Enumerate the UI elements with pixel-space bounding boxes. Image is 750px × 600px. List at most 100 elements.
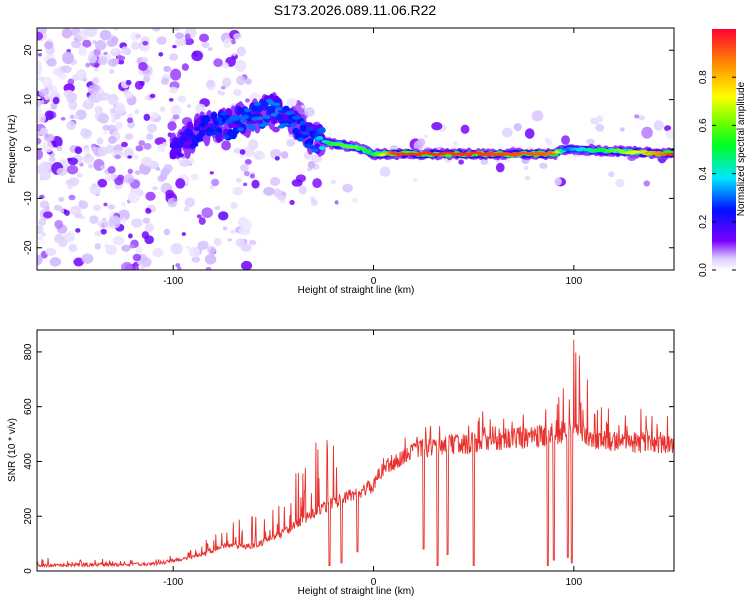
noise-blob — [100, 228, 107, 235]
noise-blob — [78, 200, 85, 207]
noise-blob — [330, 179, 337, 185]
noise-blob — [168, 97, 174, 102]
noise-blob — [206, 79, 215, 88]
noise-blob — [121, 261, 133, 270]
noise-blob — [170, 68, 182, 81]
spectrogram-y-tick-label: 10 — [23, 94, 34, 106]
spectrogram-y-label: Frequency (Hz) — [7, 115, 18, 184]
noise-blob — [127, 155, 132, 159]
noise-blob — [146, 133, 154, 140]
ridge-blob — [198, 129, 206, 137]
chart-title: S173.2026.089.11.06.R22 — [274, 2, 437, 18]
noise-blob — [68, 100, 78, 111]
noise-blob — [596, 115, 604, 123]
snr-y-tick-label: 200 — [23, 507, 34, 524]
noise-blob — [544, 137, 550, 143]
noise-blob — [74, 115, 79, 120]
noise-blob — [107, 124, 117, 132]
noise-blob — [39, 194, 45, 199]
noise-blob — [108, 217, 121, 229]
noise-blob — [310, 198, 318, 206]
spectrogram-x-tick-label: 0 — [371, 276, 377, 287]
noise-blob — [269, 176, 281, 187]
noise-blob — [245, 98, 250, 103]
noise-blob — [94, 40, 107, 51]
noise-blob — [98, 92, 111, 101]
noise-blob — [103, 221, 109, 227]
noise-blob — [45, 248, 51, 252]
noise-blob — [175, 263, 181, 268]
noise-blob — [211, 178, 220, 187]
noise-blob — [201, 41, 210, 49]
noise-blob — [243, 219, 253, 230]
noise-blob — [142, 75, 151, 83]
ridge-blob — [210, 125, 218, 130]
noise-blob — [209, 171, 214, 175]
noise-blob — [127, 177, 134, 184]
noise-blob — [41, 232, 46, 237]
noise-blob — [143, 96, 149, 100]
noise-blob — [274, 156, 280, 161]
noise-blob — [172, 114, 180, 120]
noise-blob — [37, 31, 44, 41]
ridge-blob — [203, 118, 211, 123]
snr-x-tick-label: 0 — [371, 577, 377, 588]
noise-blob — [61, 28, 73, 39]
noise-blob — [96, 137, 104, 145]
noise-blob — [201, 207, 213, 219]
ridge-blob — [318, 126, 326, 134]
noise-blob — [106, 38, 118, 48]
ridge-blob — [294, 115, 302, 120]
ridge-blob — [306, 138, 314, 145]
noise-blob — [138, 61, 148, 71]
ridge-blob — [474, 151, 482, 154]
noise-blob — [62, 51, 74, 65]
noise-blob — [138, 140, 146, 146]
noise-blob — [181, 232, 186, 237]
ridge-blob — [234, 115, 242, 120]
ridge-blob — [616, 149, 624, 152]
noise-blob — [145, 207, 151, 212]
noise-blob — [641, 126, 653, 139]
noise-blob — [289, 199, 295, 206]
noise-blob — [190, 173, 199, 181]
noise-blob — [480, 158, 489, 165]
colorbar-label: Normalized spectral amplitude — [736, 81, 747, 216]
ridge-blob — [239, 118, 247, 123]
noise-blob — [81, 253, 94, 264]
ridge-blob — [215, 117, 223, 122]
ridge-blob — [289, 122, 297, 127]
noise-blob — [241, 260, 253, 270]
ridge-blob — [172, 137, 180, 142]
noise-blob — [108, 251, 113, 256]
noise-blob — [37, 130, 41, 138]
noise-blob — [85, 62, 91, 68]
noise-blob — [91, 146, 97, 153]
noise-blob — [82, 77, 88, 82]
noise-blob — [152, 28, 161, 32]
noise-blob — [127, 117, 134, 124]
noise-blob — [115, 121, 123, 130]
noise-blob — [88, 163, 93, 169]
noise-blob — [160, 77, 169, 85]
noise-blob — [63, 83, 75, 93]
noise-blob — [97, 221, 102, 225]
noise-blob — [304, 107, 315, 117]
noise-blob — [118, 55, 126, 61]
noise-blob — [107, 165, 116, 174]
noise-blob — [139, 80, 145, 87]
noise-blob — [158, 52, 164, 57]
noise-blob — [495, 162, 505, 173]
ridge-blob — [301, 131, 309, 136]
noise-blob — [298, 185, 307, 195]
noise-blob — [286, 139, 296, 147]
ridge-blob — [193, 127, 201, 132]
colorbar-tick-label: 0.8 — [698, 70, 709, 84]
noise-blob — [286, 98, 297, 107]
noise-blob — [199, 33, 210, 43]
noise-blob — [94, 67, 99, 72]
spectrogram-x-tick-label: 100 — [565, 276, 582, 287]
ridge-blob — [222, 135, 230, 139]
noise-blob — [295, 100, 301, 106]
